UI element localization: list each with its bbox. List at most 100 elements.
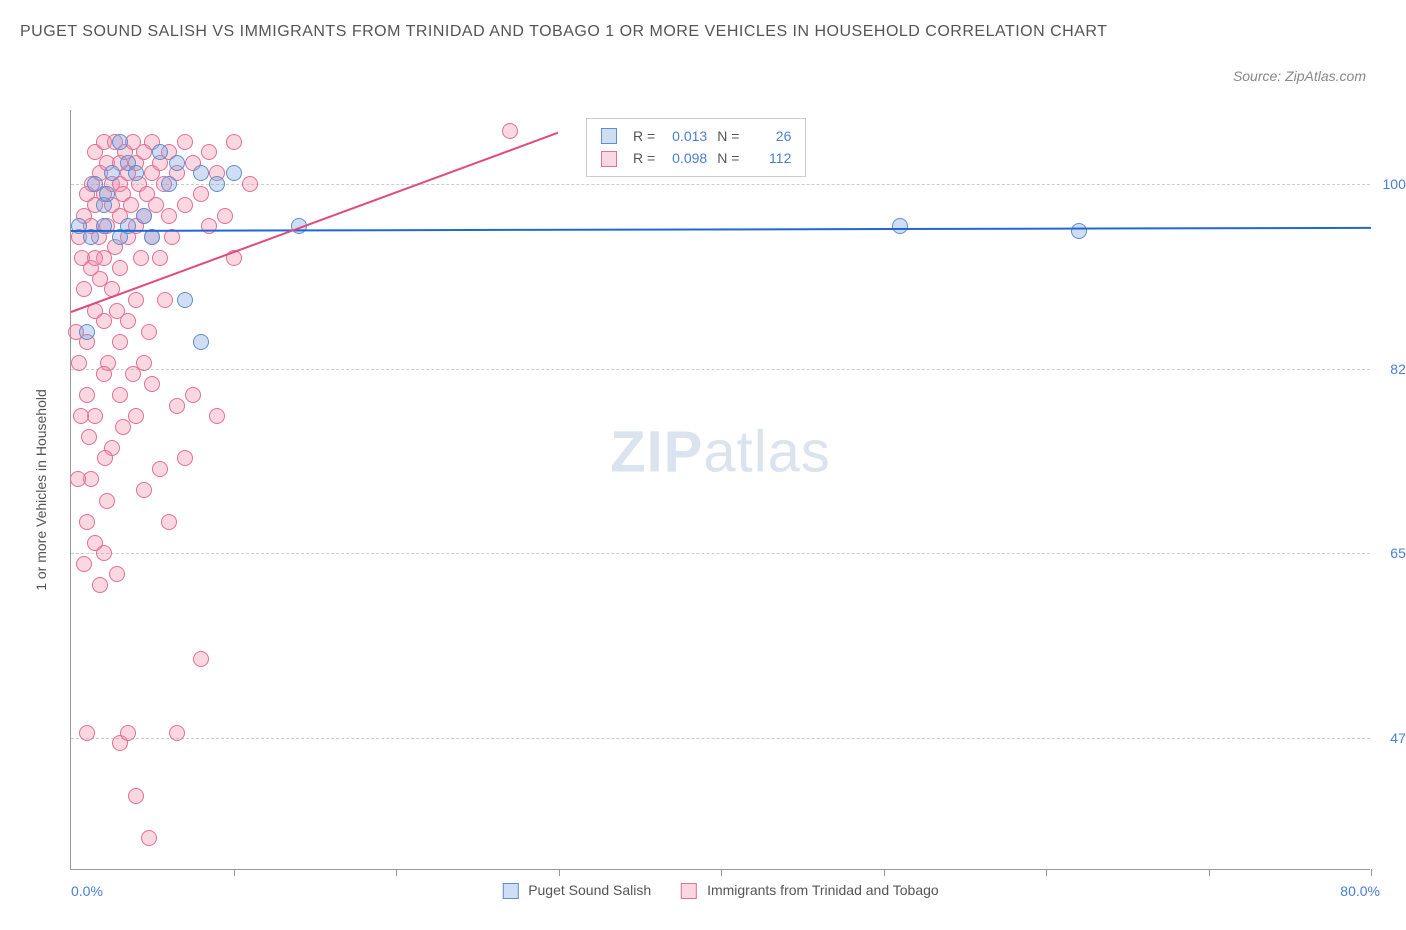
data-point [133,250,149,266]
data-point [177,292,193,308]
data-point [125,366,141,382]
data-point [112,387,128,403]
data-point [161,176,177,192]
data-point [217,208,233,224]
data-point [193,334,209,350]
data-point [79,514,95,530]
data-point [128,165,144,181]
data-point [112,260,128,276]
r-value-a: 0.013 [665,125,707,147]
data-point [157,292,173,308]
y-axis-label: 1 or more Vehicles in Household [33,389,49,591]
stats-row-a: R = 0.013 N = 26 [601,125,791,147]
x-tick [1209,869,1210,876]
n-label: N = [717,147,739,169]
x-tick [1371,869,1372,876]
r-label: R = [633,125,655,147]
x-tick [234,869,235,876]
x-tick [1046,869,1047,876]
swatch-series-b [601,151,617,167]
y-tick-label: 47.5% [1390,730,1406,746]
legend-label-b: Immigrants from Trinidad and Tobago [707,882,939,898]
data-point [79,725,95,741]
x-tick [721,869,722,876]
data-point [177,450,193,466]
y-tick-label: 82.5% [1390,361,1406,377]
data-point [144,376,160,392]
data-point [96,313,112,329]
stats-row-b: R = 0.098 N = 112 [601,147,791,169]
data-point [226,165,242,181]
data-point [177,197,193,213]
n-value-b: 112 [749,147,791,169]
data-point [1071,223,1087,239]
trend-line [71,227,1371,232]
data-point [76,281,92,297]
data-point [892,218,908,234]
data-point [76,556,92,572]
data-point [185,387,201,403]
data-point [97,450,113,466]
data-point [226,134,242,150]
data-point [99,186,115,202]
x-axis-min-label: 0.0% [71,883,103,899]
data-point [152,250,168,266]
data-point [128,292,144,308]
data-point [141,324,157,340]
data-point [109,303,125,319]
swatch-a-icon [502,883,518,899]
data-point [79,324,95,340]
data-point [81,429,97,445]
watermark-bold: ZIP [610,419,703,484]
data-point [169,398,185,414]
data-point [92,577,108,593]
data-point [136,482,152,498]
data-point [71,355,87,371]
data-point [193,186,209,202]
r-label: R = [633,147,655,169]
source-attribution: Source: ZipAtlas.com [1233,68,1366,84]
swatch-series-a [601,128,617,144]
data-point [193,651,209,667]
data-point [99,493,115,509]
data-point [96,366,112,382]
data-point [109,566,125,582]
data-point [141,830,157,846]
data-point [112,134,128,150]
y-tick-label: 65.0% [1390,545,1406,561]
stats-legend-box: R = 0.013 N = 26 R = 0.098 N = 112 [586,118,806,177]
data-point [87,535,103,551]
data-point [120,725,136,741]
data-point [152,461,168,477]
gridline [71,184,1370,185]
x-axis-max-label: 80.0% [1340,883,1380,899]
watermark-light: atlas [703,419,831,484]
data-point [87,408,103,424]
data-point [209,408,225,424]
data-point [79,387,95,403]
data-point [177,134,193,150]
plot-area: 1 or more Vehicles in Household ZIPatlas… [70,110,1370,870]
data-point [161,208,177,224]
n-value-a: 26 [749,125,791,147]
swatch-b-icon [681,883,697,899]
gridline [71,553,1370,554]
r-value-b: 0.098 [665,147,707,169]
data-point [169,155,185,171]
legend-item-b: Immigrants from Trinidad and Tobago [681,882,939,899]
data-point [242,176,258,192]
data-point [70,471,86,487]
data-point [115,419,131,435]
data-point [152,144,168,160]
gridline [71,738,1370,739]
bottom-legend: Puget Sound Salish Immigrants from Trini… [502,882,938,899]
data-point [128,788,144,804]
data-point [502,123,518,139]
data-point [169,725,185,741]
x-tick [396,869,397,876]
watermark: ZIPatlas [610,418,831,485]
legend-item-a: Puget Sound Salish [502,882,651,899]
data-point [104,165,120,181]
legend-label-a: Puget Sound Salish [528,882,651,898]
y-tick-label: 100.0% [1383,176,1406,192]
